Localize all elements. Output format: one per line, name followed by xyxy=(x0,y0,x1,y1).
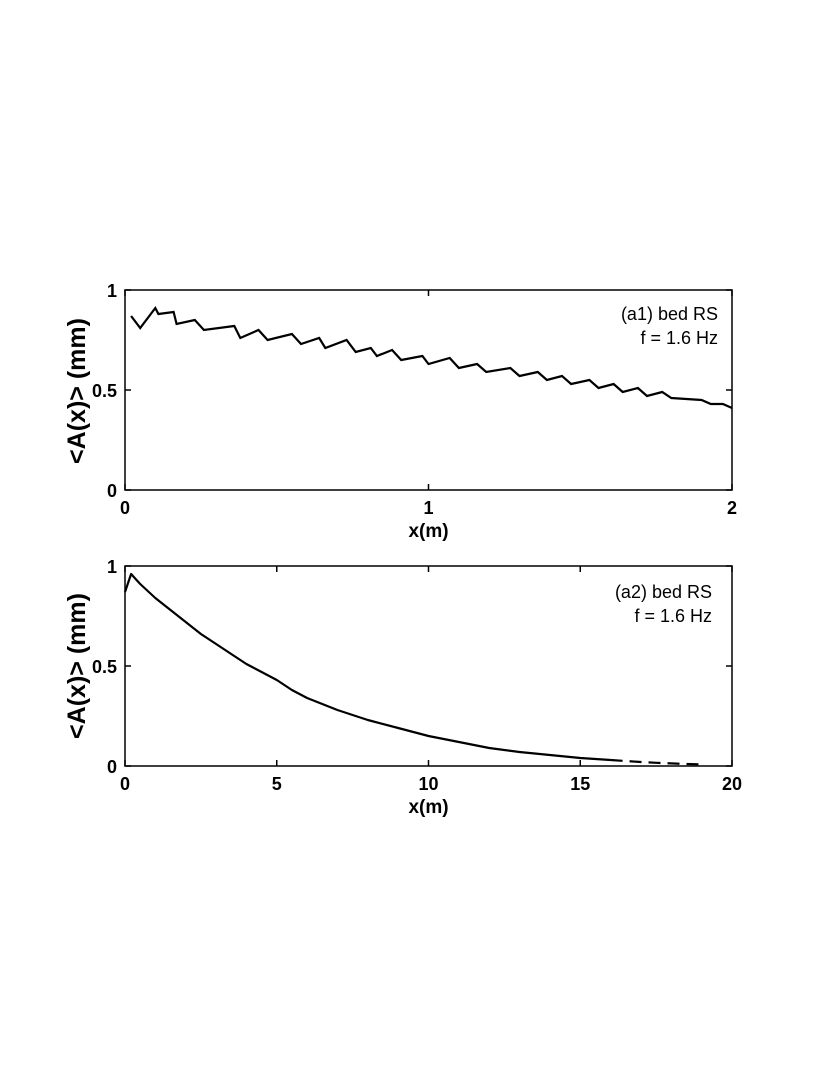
panel-annotation-title: (a1) bed RS xyxy=(621,304,718,324)
tick-marks xyxy=(124,289,733,491)
panel-annotation-frequency: f = 1.6 Hz xyxy=(640,328,718,348)
y-axis-label: <A(x)> (mm) xyxy=(63,593,91,739)
y-tick-label: 0 xyxy=(107,757,117,777)
y-tick-label: 0.5 xyxy=(92,381,117,401)
y-tick-label: 0.5 xyxy=(92,657,117,677)
series-line xyxy=(123,572,611,762)
x-tick-label: 1 xyxy=(423,498,433,518)
chart-panel-a2: 1 0.5 0 0 5 10 15 20 x(m) <A(x)> (mm) (a… xyxy=(63,557,742,818)
panel-annotation-title: (a2) bed RS xyxy=(615,582,712,602)
x-tick-label: 5 xyxy=(272,774,282,794)
x-axis-label: x(m) xyxy=(408,521,448,542)
x-axis-label: x(m) xyxy=(408,797,448,818)
y-tick-label: 0 xyxy=(107,481,117,501)
y-tick-label: 1 xyxy=(107,281,117,301)
tick-marks xyxy=(124,565,733,767)
series-line xyxy=(130,305,733,410)
x-tick-label: 10 xyxy=(418,774,438,794)
x-tick-label: 0 xyxy=(120,498,130,518)
y-tick-label: 1 xyxy=(107,557,117,577)
x-tick-label: 15 xyxy=(570,774,590,794)
panel-annotation-frequency: f = 1.6 Hz xyxy=(634,606,712,626)
x-tick-label: 2 xyxy=(727,498,737,518)
chart-panel-a1: 1 0.5 0 0 1 2 x(m) <A(x)> (mm) (a1) bed … xyxy=(63,281,737,542)
series-line-tail xyxy=(610,758,702,766)
y-axis-label: <A(x)> (mm) xyxy=(63,318,91,464)
x-tick-label: 20 xyxy=(722,774,742,794)
x-tick-label: 0 xyxy=(120,774,130,794)
